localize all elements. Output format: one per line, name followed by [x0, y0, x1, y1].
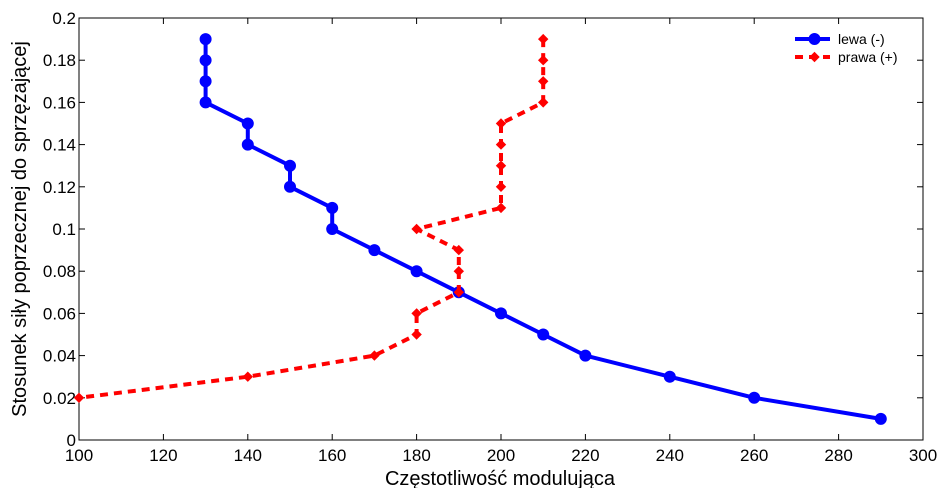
y-axis-label: Stosunek siły poprzecznej do sprzęzające…: [9, 41, 31, 417]
legend-entry: prawa (+): [795, 49, 898, 65]
data-point: [73, 392, 85, 404]
data-point: [453, 265, 465, 277]
data-point: [199, 96, 212, 109]
series-lewa: [199, 33, 887, 425]
y-tick-label: 0.18: [43, 51, 76, 70]
data-point: [537, 33, 549, 45]
ticks: 100 120 140 160 180 200 220 240 260 280 300 0 0.02 0.…: [43, 9, 937, 465]
series-group: [73, 33, 887, 425]
data-point: [453, 287, 465, 298]
series-prawa: [73, 33, 549, 404]
legend-label: prawa (+): [838, 49, 898, 65]
legend-diamond-marker: [809, 51, 820, 63]
data-point: [241, 117, 254, 130]
y-tick-label: 0.12: [43, 178, 76, 197]
data-point: [368, 244, 381, 257]
data-point: [326, 201, 339, 214]
x-axis-label: Częstotliwość modulująca: [385, 468, 616, 488]
data-point: [537, 76, 549, 87]
y-tick-label: 0.06: [43, 304, 76, 323]
data-point: [411, 308, 422, 319]
data-point: [242, 371, 254, 382]
x-tick-label: 300: [909, 446, 937, 465]
data-point: [411, 329, 422, 340]
series-line: [78, 39, 546, 400]
data-point: [748, 391, 761, 404]
x-tick-label: 280: [824, 446, 852, 465]
x-tick-label: 240: [656, 446, 684, 465]
data-point: [495, 160, 507, 171]
data-point: [537, 328, 550, 341]
x-tick-label: 220: [571, 446, 599, 465]
x-tick-label: 100: [65, 446, 93, 465]
x-tick-label: 260: [740, 446, 768, 465]
y-tick-label: 0.08: [43, 262, 76, 281]
y-tick-label: 0.2: [52, 9, 76, 28]
y-tick-label: 0: [67, 431, 76, 450]
data-point: [199, 75, 212, 88]
legend-label: lewa (-): [838, 31, 885, 47]
data-point: [663, 370, 676, 383]
legend: lewa (-) prawa (+): [795, 31, 898, 65]
data-point: [495, 181, 507, 193]
data-point: [411, 223, 422, 235]
data-point: [537, 54, 549, 66]
x-tick-label: 180: [402, 446, 430, 465]
data-point: [495, 202, 507, 214]
data-point: [326, 223, 339, 235]
y-tick-label: 0.04: [43, 347, 76, 366]
data-point: [453, 244, 465, 256]
x-tick-label: 120: [149, 446, 177, 465]
y-tick-label: 0.14: [43, 136, 76, 155]
data-point: [284, 180, 296, 193]
data-point: [199, 33, 212, 46]
y-tick-label: 0.02: [43, 389, 76, 408]
data-point: [579, 349, 592, 362]
data-point: [199, 54, 212, 67]
data-point: [284, 159, 296, 172]
data-point: [537, 97, 549, 108]
x-tick-label: 140: [234, 446, 262, 465]
data-point: [410, 265, 423, 278]
data-point: [495, 307, 507, 320]
data-point: [495, 118, 507, 129]
legend-entry: lewa (-): [795, 31, 885, 47]
y-tick-label: 0.1: [52, 220, 76, 239]
data-point: [241, 138, 254, 151]
data-point: [369, 350, 380, 361]
data-point: [495, 139, 507, 150]
x-tick-label: 200: [487, 446, 515, 465]
x-tick-label: 160: [318, 446, 346, 465]
y-tick-label: 0.16: [43, 93, 76, 112]
legend-circle-marker: [808, 33, 821, 45]
data-point: [874, 412, 887, 425]
